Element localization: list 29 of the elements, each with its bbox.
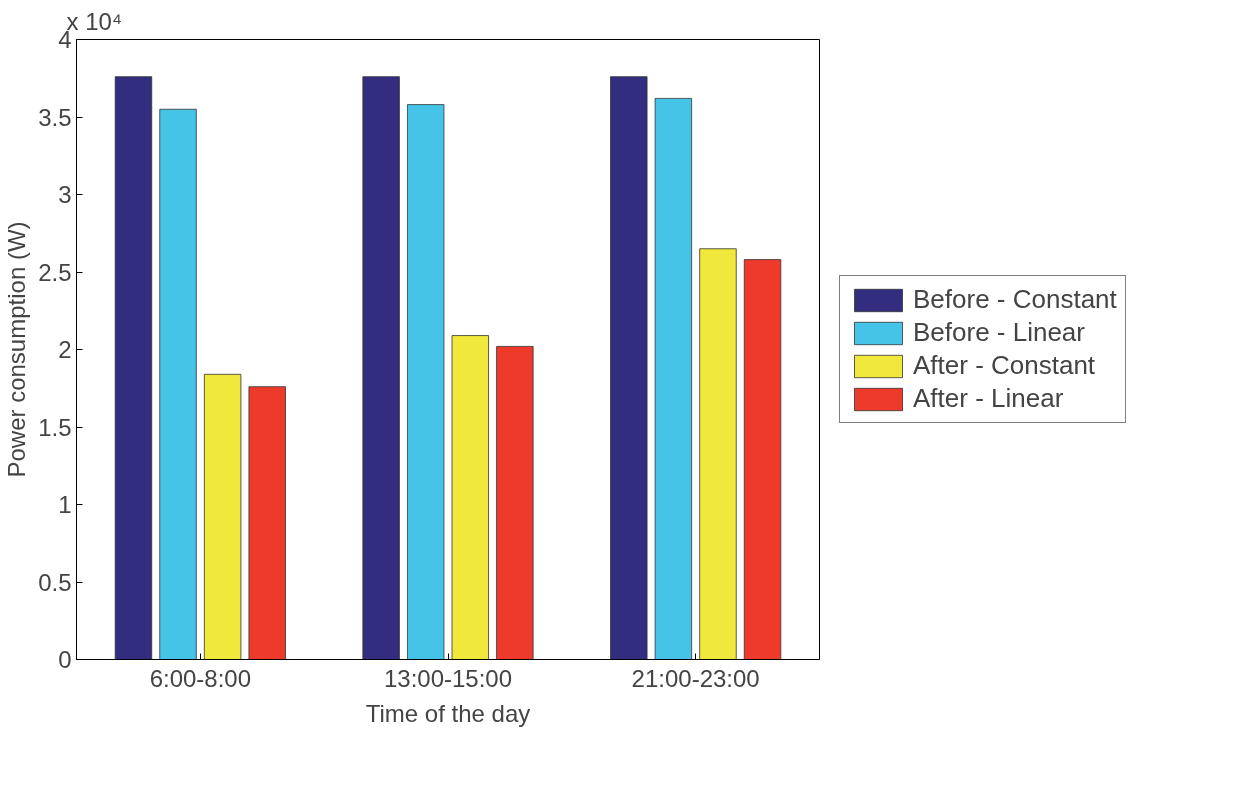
bar bbox=[699, 248, 737, 660]
y-tick-label: 0 bbox=[58, 646, 72, 673]
y-tick-label: 3 bbox=[58, 181, 72, 208]
legend-label: Before - Constant bbox=[913, 284, 1117, 315]
bar bbox=[362, 76, 400, 660]
legend-label: After - Constant bbox=[913, 350, 1096, 381]
bar bbox=[451, 335, 489, 660]
bar bbox=[654, 98, 693, 660]
bar bbox=[610, 76, 648, 660]
bar bbox=[159, 108, 197, 660]
y-tick-label: 2.5 bbox=[38, 258, 72, 286]
bar bbox=[496, 346, 534, 660]
x-tick-label: 13:00-15:00 bbox=[383, 664, 513, 692]
bar bbox=[407, 104, 445, 660]
bar bbox=[203, 373, 242, 660]
y-axis-title: Power consumption (W) bbox=[3, 221, 31, 478]
x-axis-title: Time of the day bbox=[365, 699, 531, 727]
bar bbox=[248, 386, 286, 660]
legend-label: Before - Linear bbox=[913, 317, 1085, 348]
y-tick-label: 1.5 bbox=[38, 413, 72, 441]
y-tick-label: 1 bbox=[58, 491, 72, 518]
bar bbox=[743, 259, 782, 660]
x-tick-label: 21:00-23:00 bbox=[631, 664, 760, 692]
x-tick-label: 6:00-8:00 bbox=[149, 664, 252, 692]
y-tick-label: 0.5 bbox=[38, 568, 72, 596]
bar bbox=[114, 76, 153, 660]
y-tick-label: 3.5 bbox=[38, 103, 72, 131]
legend-label: After - Linear bbox=[913, 383, 1064, 414]
y-tick-label: 2 bbox=[58, 336, 72, 363]
